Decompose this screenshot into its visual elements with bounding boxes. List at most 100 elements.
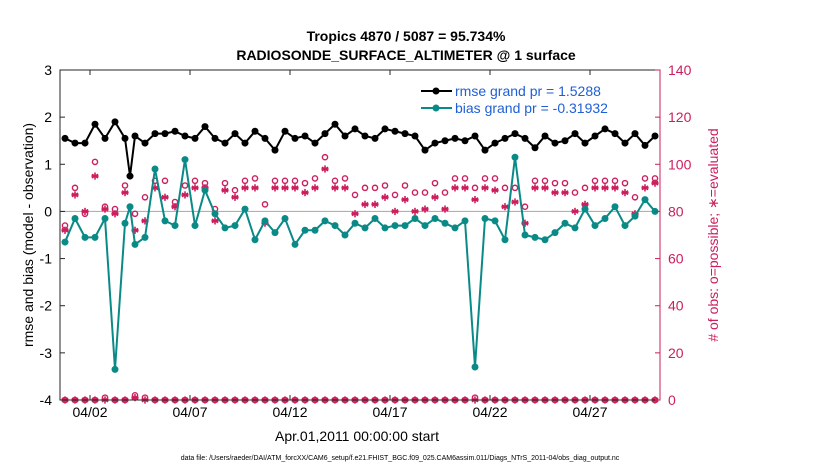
rmse-marker [351, 125, 359, 133]
bias-marker [591, 222, 599, 230]
rmse-marker [501, 134, 509, 142]
rmse-marker [171, 127, 179, 135]
rmse-marker [241, 139, 249, 147]
rmse-marker [231, 130, 239, 138]
axis-ticks-layer: 04/02 04/07 04/12 04/17 04/22 04/27 -4 -3 -2 -1 0 1… [40, 62, 692, 420]
obs-evaluated-marker [431, 193, 439, 201]
obs-evaluated-marker [501, 203, 509, 211]
obs-evaluated-marker [61, 226, 69, 234]
obs-evaluated-marker [331, 184, 339, 192]
obs-possible-marker [581, 184, 589, 192]
obs-evaluated-marker [421, 205, 429, 213]
obs-evaluated-marker [281, 184, 289, 192]
obs-possible-marker [121, 182, 129, 189]
y-left-tick-label: -2 [40, 298, 53, 314]
bias-marker [101, 215, 109, 222]
obs-possible-marker [331, 177, 339, 185]
rmse-marker [251, 127, 259, 135]
bias-marker [241, 205, 249, 213]
obs-evaluated-marker [131, 394, 139, 402]
obs-possible-marker [271, 177, 279, 185]
obs-evaluated-marker [641, 184, 649, 192]
obs-possible-marker [501, 184, 509, 192]
obs-possible-marker [291, 177, 299, 185]
bias-marker [611, 203, 619, 211]
obs-possible-marker [241, 177, 249, 185]
obs-evaluated-marker [91, 172, 99, 180]
obs-evaluated-marker [321, 165, 329, 173]
obs-evaluated-marker [231, 193, 239, 201]
obs-evaluated-marker [571, 207, 579, 216]
obs-evaluated-marker [371, 200, 379, 208]
obs-evaluated-marker [541, 184, 549, 192]
rmse-marker [281, 127, 289, 135]
obs-possible-marker [431, 179, 439, 187]
bias-marker [521, 231, 529, 239]
bias-marker [301, 226, 309, 234]
obs-evaluated-marker [481, 184, 489, 192]
rmse-marker [81, 139, 89, 147]
bias-marker [126, 203, 134, 211]
rmse-marker [561, 137, 569, 145]
rmse-marker [471, 132, 479, 140]
y-right-tick-label: 0 [668, 392, 676, 408]
bias-marker [121, 219, 129, 227]
obs-possible-marker [531, 177, 539, 185]
bias-marker [631, 212, 639, 220]
bias-marker [201, 186, 209, 194]
y-right-tick-label: 80 [668, 203, 684, 219]
obs-evaluated-marker [351, 210, 359, 218]
rmse-marker [361, 132, 369, 140]
x-tick-label: 04/27 [572, 404, 607, 420]
y-right-tick-label: 120 [668, 109, 692, 125]
rmse-marker [641, 141, 649, 149]
obs-possible-marker [441, 189, 449, 196]
obs-possible-marker [301, 179, 309, 187]
y-axis-left-label: rmse and bias (model - observation) [20, 123, 36, 347]
rmse-marker [481, 146, 489, 154]
obs-evaluated-marker [451, 184, 459, 192]
bias-marker [111, 365, 119, 373]
bias-marker [141, 233, 149, 241]
rmse-marker [321, 130, 329, 138]
bias-marker [81, 233, 89, 241]
rmse-marker [221, 139, 229, 147]
bias-marker [171, 222, 179, 230]
obs-evaluated-marker [381, 193, 389, 201]
rmse-marker [121, 134, 129, 142]
bias-marker [601, 215, 609, 222]
obs-possible-marker [521, 203, 529, 211]
bias-marker [361, 224, 369, 232]
bias-marker [421, 222, 429, 230]
obs-evaluated-marker [311, 184, 319, 192]
obs-evaluated-marker [181, 191, 189, 199]
obs-possible-marker [571, 189, 579, 196]
obs-evaluated-marker [341, 184, 349, 192]
obs-evaluated-marker [491, 186, 499, 194]
obs-possible-marker [411, 189, 419, 196]
rmse-marker [341, 132, 349, 140]
rmse-marker [451, 134, 459, 142]
obs-evaluated-marker [271, 184, 279, 192]
bias-marker [401, 222, 409, 230]
rmse-marker [551, 139, 559, 147]
y-left-tick-label: 0 [44, 203, 52, 219]
obs-evaluated-marker [71, 191, 79, 199]
bias-marker [281, 215, 289, 222]
legend: rmse grand pr = 1.5288 bias grand pr = -… [421, 83, 608, 116]
bias-marker [341, 231, 349, 239]
obs-evaluated-marker [301, 188, 309, 197]
plot-area [60, 70, 660, 400]
y-left-tick-label: -3 [40, 345, 53, 361]
rmse-marker [126, 172, 134, 180]
bias-marker [391, 222, 399, 230]
obs-possible-marker [401, 182, 409, 189]
rmse-marker [511, 130, 519, 138]
obs-possible-marker [251, 175, 259, 182]
rmse-marker [541, 132, 549, 140]
bias-marker [541, 236, 549, 244]
y-left-tick-label: -4 [40, 392, 53, 408]
x-tick-label: 04/22 [472, 404, 507, 420]
bias-marker [531, 233, 539, 241]
